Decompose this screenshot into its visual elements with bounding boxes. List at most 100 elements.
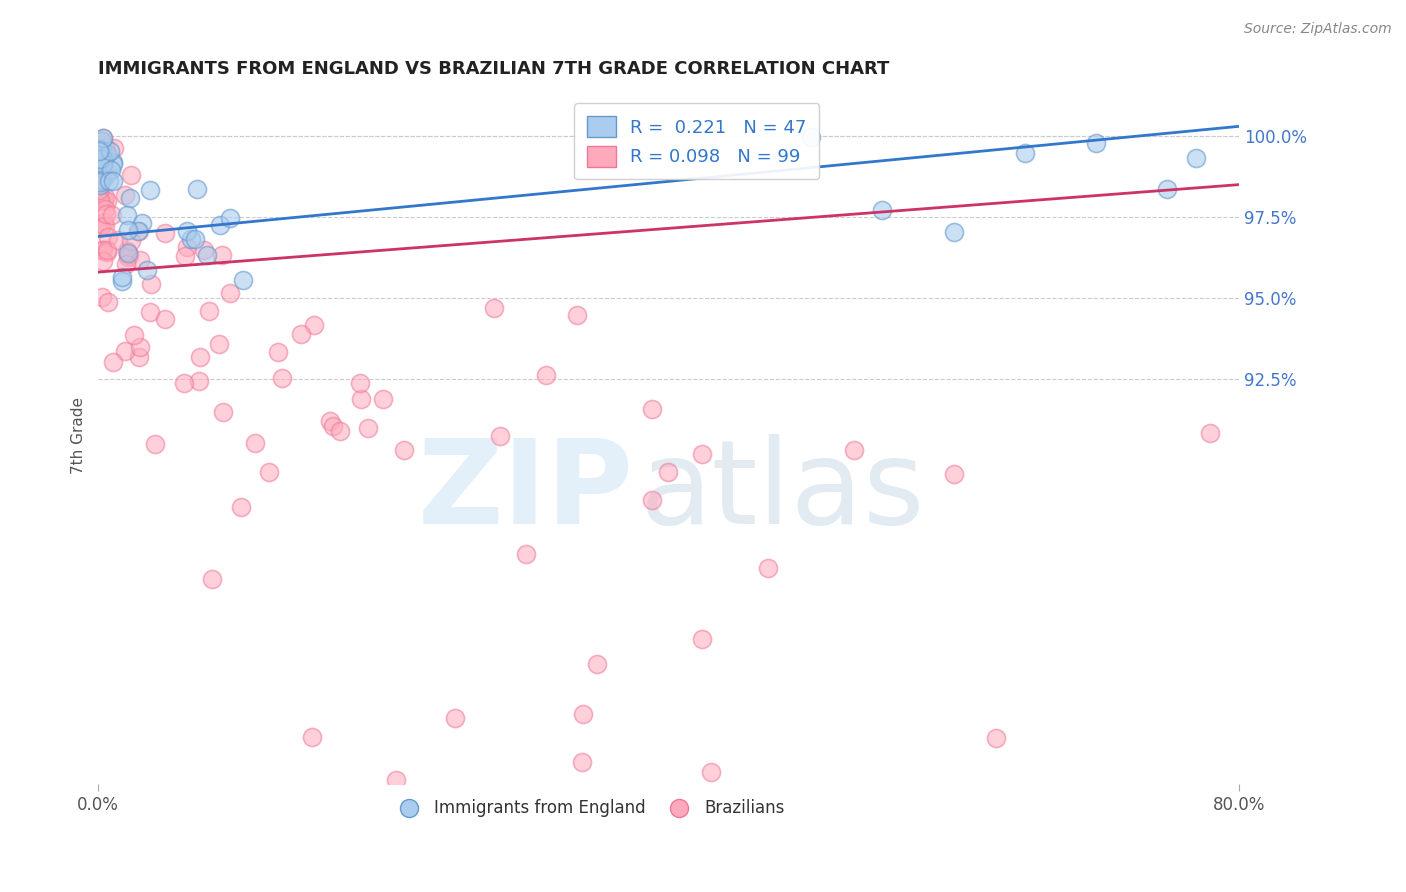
Point bbox=[115, 257, 138, 271]
Point bbox=[103, 141, 125, 155]
Point bbox=[641, 401, 664, 416]
Point bbox=[385, 772, 408, 787]
Point bbox=[443, 711, 465, 725]
Point bbox=[89, 152, 111, 166]
Point bbox=[657, 465, 679, 479]
Point bbox=[96, 207, 118, 221]
Point bbox=[572, 706, 595, 721]
Point bbox=[89, 191, 111, 205]
Point bbox=[270, 371, 292, 385]
Point bbox=[101, 174, 124, 188]
Point bbox=[243, 436, 266, 450]
Point bbox=[319, 414, 342, 428]
Point bbox=[91, 143, 114, 157]
Point bbox=[89, 168, 111, 182]
Point bbox=[145, 437, 167, 451]
Point bbox=[100, 144, 122, 158]
Point bbox=[373, 392, 395, 406]
Point bbox=[91, 163, 114, 178]
Point bbox=[489, 428, 512, 442]
Text: Source: ZipAtlas.com: Source: ZipAtlas.com bbox=[1244, 22, 1392, 37]
Point bbox=[232, 273, 254, 287]
Point bbox=[87, 158, 110, 172]
Point bbox=[193, 243, 215, 257]
Point bbox=[94, 165, 117, 179]
Point bbox=[115, 208, 138, 222]
Point bbox=[219, 211, 242, 225]
Point bbox=[117, 250, 139, 264]
Point bbox=[1014, 145, 1036, 160]
Point bbox=[96, 243, 118, 257]
Point bbox=[131, 215, 153, 229]
Point bbox=[93, 194, 115, 208]
Point bbox=[96, 245, 118, 260]
Point bbox=[174, 249, 197, 263]
Point bbox=[201, 572, 224, 586]
Point bbox=[118, 248, 141, 262]
Point bbox=[90, 243, 112, 257]
Point bbox=[986, 731, 1008, 746]
Point bbox=[111, 269, 134, 284]
Point bbox=[692, 446, 714, 460]
Point bbox=[97, 294, 120, 309]
Point bbox=[120, 168, 142, 182]
Point bbox=[120, 234, 142, 248]
Point bbox=[93, 215, 115, 229]
Point bbox=[942, 225, 965, 239]
Point bbox=[842, 442, 865, 457]
Text: IMMIGRANTS FROM ENGLAND VS BRAZILIAN 7TH GRADE CORRELATION CHART: IMMIGRANTS FROM ENGLAND VS BRAZILIAN 7TH… bbox=[98, 60, 890, 78]
Point bbox=[89, 221, 111, 235]
Point bbox=[208, 336, 231, 351]
Point bbox=[219, 285, 242, 300]
Point bbox=[89, 171, 111, 186]
Point bbox=[90, 155, 112, 169]
Point bbox=[184, 232, 207, 246]
Point bbox=[155, 227, 177, 241]
Point bbox=[641, 492, 664, 507]
Point bbox=[101, 208, 124, 222]
Point bbox=[94, 219, 117, 234]
Point bbox=[89, 143, 111, 157]
Point bbox=[101, 155, 124, 169]
Point bbox=[329, 424, 352, 438]
Point bbox=[98, 174, 121, 188]
Point bbox=[586, 657, 609, 672]
Point bbox=[91, 131, 114, 145]
Point bbox=[128, 253, 150, 268]
Point bbox=[1199, 426, 1222, 441]
Point bbox=[482, 301, 505, 316]
Point bbox=[93, 254, 115, 268]
Point bbox=[942, 467, 965, 482]
Point bbox=[756, 561, 779, 575]
Point bbox=[94, 190, 117, 204]
Point bbox=[135, 262, 157, 277]
Point bbox=[89, 194, 111, 209]
Point bbox=[872, 202, 894, 217]
Point bbox=[173, 376, 195, 390]
Point bbox=[93, 140, 115, 154]
Point bbox=[176, 240, 198, 254]
Point bbox=[301, 731, 323, 745]
Point bbox=[515, 547, 537, 561]
Text: ZIP: ZIP bbox=[418, 434, 634, 549]
Point bbox=[129, 340, 152, 354]
Point bbox=[571, 755, 593, 769]
Point bbox=[87, 157, 110, 171]
Point bbox=[101, 157, 124, 171]
Point bbox=[209, 219, 232, 233]
Point bbox=[153, 311, 176, 326]
Point bbox=[94, 169, 117, 183]
Point bbox=[93, 157, 115, 171]
Point bbox=[89, 178, 111, 192]
Point bbox=[101, 355, 124, 369]
Point bbox=[128, 224, 150, 238]
Point bbox=[91, 243, 114, 257]
Point bbox=[536, 368, 558, 382]
Point bbox=[700, 764, 723, 779]
Point bbox=[107, 233, 129, 247]
Point bbox=[96, 164, 118, 178]
Point bbox=[350, 392, 373, 407]
Point bbox=[90, 220, 112, 235]
Point bbox=[211, 247, 233, 261]
Point bbox=[91, 173, 114, 187]
